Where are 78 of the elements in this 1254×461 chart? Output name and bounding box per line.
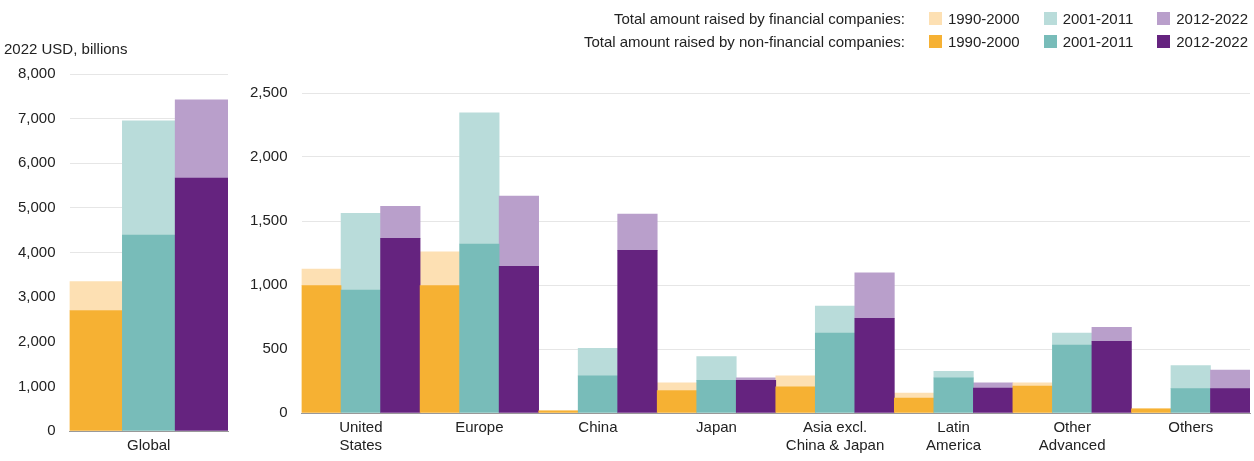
bar bbox=[301, 268, 342, 286]
bar bbox=[933, 377, 974, 413]
bar bbox=[459, 112, 500, 245]
bar bbox=[174, 177, 228, 431]
bar bbox=[735, 377, 777, 381]
bar bbox=[696, 356, 737, 381]
x-tick-label: Europe bbox=[455, 418, 504, 436]
y-tick-label: 1,500 bbox=[249, 211, 288, 229]
bar bbox=[617, 250, 658, 413]
y-tick-label: 2,000 bbox=[249, 147, 288, 165]
y-tick-label: 6,000 bbox=[17, 153, 56, 171]
bar bbox=[459, 243, 500, 413]
bar bbox=[1210, 369, 1250, 390]
y-tick-label: 4,000 bbox=[17, 242, 56, 260]
bar bbox=[1170, 365, 1211, 390]
bar bbox=[617, 213, 658, 251]
y-tick-label: 0 bbox=[279, 403, 288, 421]
y-tick-label: 0 bbox=[47, 421, 56, 439]
bar bbox=[894, 397, 935, 413]
y-tick-label: 5,000 bbox=[17, 198, 56, 216]
bar bbox=[1091, 326, 1132, 342]
bar bbox=[301, 285, 342, 413]
text: 1990-2000 bbox=[947, 10, 1020, 27]
bar bbox=[419, 285, 460, 413]
bar bbox=[122, 234, 176, 431]
bar bbox=[775, 386, 816, 413]
y-tick-label: 500 bbox=[262, 339, 288, 357]
y-tick-label: 1,000 bbox=[17, 376, 56, 394]
bar bbox=[1210, 388, 1250, 413]
bar bbox=[854, 272, 895, 319]
x-tick-label: Others bbox=[1168, 418, 1214, 436]
text: 2012-2022 bbox=[1176, 33, 1248, 50]
bar bbox=[122, 120, 176, 236]
bar bbox=[1091, 340, 1132, 413]
bar bbox=[577, 348, 619, 377]
x-tick-label: Latin America bbox=[926, 418, 982, 454]
y-tick-label: 1,000 bbox=[249, 275, 288, 293]
bar bbox=[340, 212, 381, 291]
x-tick-label: Other Advanced bbox=[1038, 418, 1106, 454]
legend-label: Total amount raised by non-financial companies: bbox=[583, 33, 905, 50]
x-tick-label: Japan bbox=[696, 418, 737, 436]
y-tick-label: 8,000 bbox=[17, 64, 56, 82]
bar bbox=[814, 332, 856, 413]
bar bbox=[174, 99, 228, 179]
bar bbox=[498, 266, 539, 413]
text: 1990-2000 bbox=[947, 33, 1020, 50]
bar bbox=[854, 317, 895, 413]
x-tick-label: China bbox=[578, 418, 619, 436]
bar bbox=[69, 310, 123, 431]
bar bbox=[577, 375, 619, 413]
x-tick-label: United States bbox=[339, 418, 383, 454]
bar bbox=[656, 390, 698, 413]
bar bbox=[380, 237, 421, 413]
bar bbox=[498, 195, 539, 267]
bar bbox=[1052, 344, 1093, 413]
bar bbox=[735, 380, 777, 413]
y-tick-label: 2,000 bbox=[17, 331, 56, 349]
bar bbox=[380, 205, 421, 239]
x-tick-label: Global bbox=[127, 436, 171, 454]
bar bbox=[814, 305, 856, 334]
text: 2001-2011 bbox=[1062, 10, 1134, 27]
text: 2012-2022 bbox=[1176, 10, 1248, 27]
bar bbox=[69, 281, 123, 311]
x-tick-label: Asia excl. China & Japan bbox=[785, 418, 885, 454]
y-tick-label: 3,000 bbox=[17, 287, 56, 305]
y-axis-title: 2022 USD, billions bbox=[4, 40, 128, 57]
y-tick-label: 2,500 bbox=[249, 83, 288, 101]
bar bbox=[419, 251, 460, 286]
bar bbox=[1052, 332, 1093, 346]
bar bbox=[696, 380, 737, 413]
bar bbox=[656, 382, 698, 391]
text: 2001-2011 bbox=[1062, 33, 1134, 50]
legend-label: Total amount raised by financial companies: bbox=[613, 10, 905, 27]
bar bbox=[1012, 385, 1053, 413]
y-tick-label: 7,000 bbox=[17, 108, 56, 126]
bar bbox=[973, 387, 1014, 413]
bar bbox=[340, 289, 381, 413]
bar bbox=[1170, 388, 1211, 413]
